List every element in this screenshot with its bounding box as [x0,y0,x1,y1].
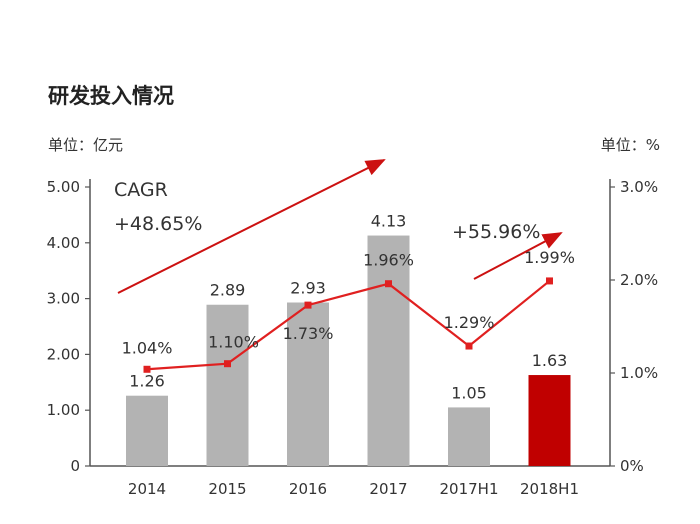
ratio-point [546,277,553,285]
bar-2016 [287,302,329,466]
ratio-value-label: 1.29% [444,313,495,332]
ratio-value-label: 1.04% [122,338,173,357]
ratio-value-label: 1.73% [283,324,334,343]
ratio-value-label: 1.10% [208,333,259,352]
x-tick-label: 2016 [289,480,327,498]
x-tick-label: 2017 [369,480,407,498]
bar-2017H1 [448,407,490,466]
ratio-point [143,365,151,373]
bar-2015 [206,304,249,466]
x-tick-label: 2018H1 [520,480,579,498]
right-tick-label: 2.0% [620,271,658,289]
x-tick-label: 2014 [128,480,166,498]
left-axis-unit: 单位：亿元 [48,136,124,154]
cagr-label: CAGR [114,179,168,201]
left-tick-label: 0 [70,457,80,475]
ratio-point [465,342,473,350]
left-tick-label: 1.00 [47,401,80,419]
ratio-value-label: 1.96% [363,251,414,270]
h1-growth-arrow [473,232,563,280]
ratio-point [385,280,392,288]
right-tick-label: 1.0% [620,364,658,382]
cagr-trend-arrow [117,159,386,294]
bar-2014 [126,395,168,466]
left-tick-label: 3.00 [47,290,80,308]
right-axis-unit: 单位：% [600,136,660,154]
chart-title: 研发投入情况 [48,84,174,108]
right-tick-label: 0% [620,457,644,475]
bar-2018H1 [528,375,571,466]
bar-value-label: 1.26 [129,372,165,391]
left-tick-label: 5.00 [47,178,80,196]
right-tick-label: 3.0% [620,178,658,196]
h1-growth-value: +55.96% [452,221,540,243]
bar-value-label: 1.63 [532,351,568,370]
left-tick-label: 4.00 [47,234,80,252]
bar-2017 [367,235,410,466]
bar-value-label: 1.05 [451,383,487,402]
x-tick-label: 2015 [208,480,246,498]
ratio-point [304,301,312,309]
bar-value-label: 4.13 [371,212,407,231]
x-tick-label: 2017H1 [440,480,499,498]
left-tick-label: 2.00 [47,345,80,363]
ratio-point [224,360,231,368]
ratio-value-label: 1.99% [524,248,575,267]
bar-value-label: 2.93 [290,279,326,298]
cagr-value: +48.65% [114,213,202,235]
ratio-line [146,280,551,371]
bar-value-label: 2.89 [210,281,246,300]
